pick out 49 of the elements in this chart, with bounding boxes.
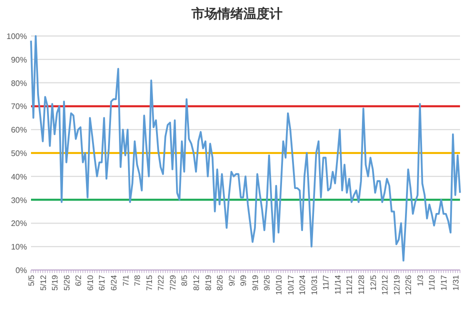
x-tick-label: 10/24 (298, 274, 308, 296)
y-tick-label: 10% (10, 242, 27, 252)
x-tick-label: 11/7 (322, 274, 331, 290)
x-tick-label: 1/10 (428, 274, 437, 291)
y-tick-label: 70% (10, 102, 27, 112)
y-tick-label: 20% (10, 219, 27, 228)
x-tick-label: 1/3 (416, 274, 425, 286)
x-tick-label: 7/1 (121, 274, 130, 286)
x-tick-label: 5/12 (38, 274, 48, 291)
x-tick-label: 10/10 (274, 274, 284, 296)
x-tick-label: 7/15 (144, 274, 154, 291)
x-tick-label: 8/19 (204, 274, 213, 291)
x-tick-label: 9/19 (250, 274, 260, 291)
x-tick-label: 11/14 (333, 274, 342, 294)
x-tick-label: 5/19 (50, 274, 60, 291)
x-tick-label: 6/2 (74, 274, 84, 286)
y-tick-label: 40% (10, 172, 27, 182)
y-tick-label: 80% (10, 78, 27, 88)
x-tick-label: 9/9 (239, 274, 248, 286)
x-tick-label: 10/31 (310, 274, 319, 296)
y-tick-label: 0% (15, 266, 27, 275)
x-tick-label: 11/28 (357, 274, 366, 294)
x-tick-label: 7/29 (168, 274, 178, 291)
x-tick-label: 10/17 (286, 274, 296, 296)
x-tick-label: 6/24 (110, 274, 118, 291)
x-tick-label: 9/2 (227, 274, 236, 286)
chart-title: 市场情绪温度计 (190, 6, 282, 21)
x-tick-label: 7/8 (133, 274, 142, 286)
y-tick-label: 30% (10, 196, 27, 205)
y-tick-label: 90% (10, 55, 27, 64)
x-tick-label: 12/26 (404, 274, 414, 296)
x-tick-label: 7/22 (156, 274, 166, 291)
x-tick-label: 6/10 (86, 274, 95, 291)
x-tick-label: 1/17 (440, 274, 448, 291)
x-tick-label: 12/12 (380, 274, 390, 296)
x-tick-label: 12/5 (368, 274, 378, 291)
y-tick-label: 60% (10, 126, 27, 135)
x-tick-label: 5/5 (27, 274, 36, 286)
y-tick-label: 50% (10, 149, 27, 158)
x-tick-label: 1/31 (451, 274, 460, 291)
x-tick-label: 8/12 (192, 274, 201, 291)
y-tick-label: 100% (6, 32, 27, 41)
x-tick-label: 9/26 (262, 274, 272, 291)
x-tick-label: 11/21 (345, 274, 354, 294)
x-tick-label: 8/26 (216, 274, 225, 291)
x-tick-label: 5/26 (62, 274, 72, 291)
x-tick-label: 6/17 (98, 274, 107, 291)
x-tick-label: 8/5 (180, 274, 190, 286)
x-tick-label: 12/19 (392, 274, 402, 296)
